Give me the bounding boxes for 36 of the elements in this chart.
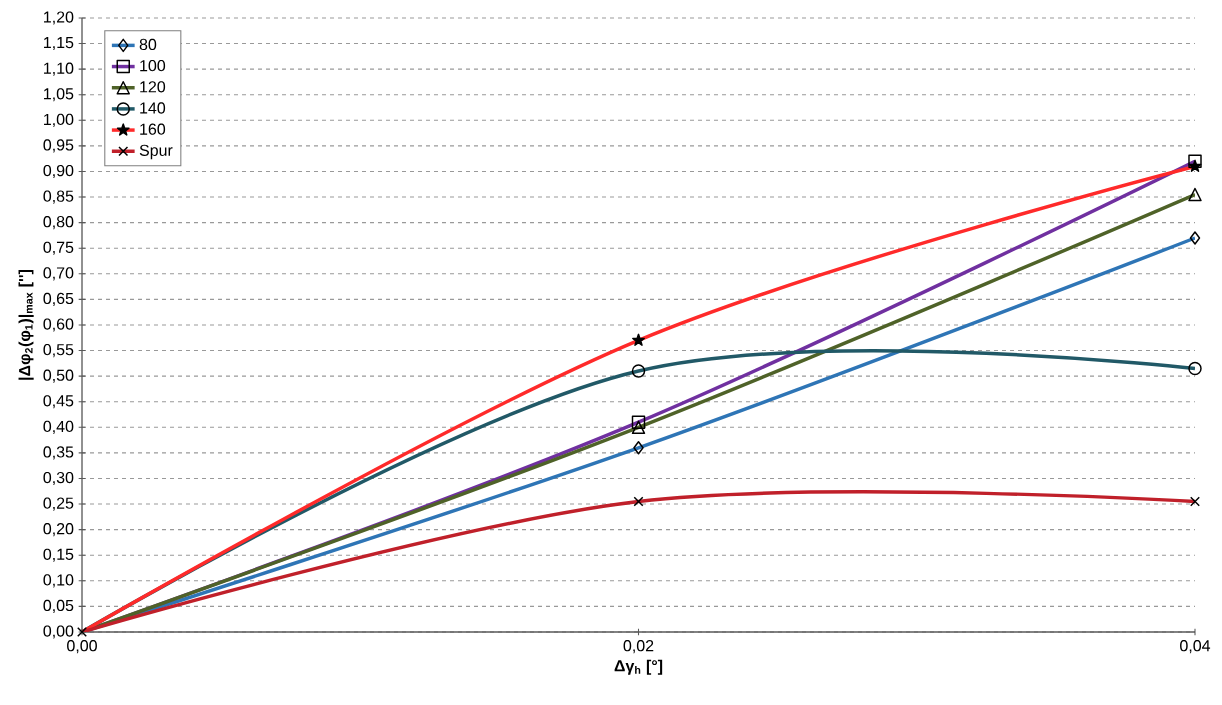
- y-tick-label: 1,15: [44, 37, 74, 51]
- y-tick-label: 0,05: [43, 599, 74, 614]
- y-tick-label: 0,80: [43, 216, 74, 230]
- y-tick-label: 0,00: [43, 625, 74, 639]
- y-tick-label: 1,05: [44, 88, 74, 102]
- y-tick-label: 0,55: [43, 343, 74, 358]
- y-tick-label: 0,85: [43, 190, 74, 204]
- y-axis-title: |Δφ$_{2}$(φ$_{1}$)|$_{max}$ ['']: [18, 269, 34, 380]
- y-tick-label: 0,10: [43, 574, 74, 588]
- y-tick-label: 0,35: [43, 446, 74, 460]
- y-tick-label: 0,40: [43, 420, 74, 434]
- y-tick-label: 0,60: [43, 318, 74, 332]
- y-tick-label: 0,90: [43, 164, 74, 179]
- x-tick-label: 0,04: [1180, 640, 1211, 654]
- y-tick-label: 0,65: [43, 292, 74, 307]
- y-tick-label: 0,70: [43, 267, 74, 281]
- y-tick-label: 1,00: [44, 113, 74, 127]
- y-tick-label: 0,20: [43, 523, 74, 537]
- y-tick-label: 0,45: [43, 395, 74, 409]
- x-tick-label: 0,02: [623, 640, 654, 654]
- legend-label: 160: [140, 123, 166, 135]
- legend-label: 80: [139, 38, 157, 51]
- x-tick-label: 0,00: [67, 640, 97, 654]
- y-tick-label: 0,95: [43, 139, 74, 153]
- y-tick-label: 0,30: [43, 471, 74, 486]
- y-tick-label: 0,75: [43, 241, 74, 255]
- x-axis-title: Δγ$_{h}$ [°]: [614, 659, 663, 675]
- y-tick-label: 0,15: [43, 548, 74, 562]
- legend-label: Spur: [139, 144, 173, 160]
- y-tick-label: 0,50: [43, 369, 74, 383]
- legend-label: 140: [140, 102, 166, 114]
- y-tick-label: 1,20: [44, 11, 74, 25]
- legend-label: 100: [140, 59, 166, 72]
- legend-label: 120: [140, 81, 166, 93]
- y-tick-label: 0,25: [43, 497, 74, 511]
- y-tick-label: 1,10: [44, 62, 74, 76]
